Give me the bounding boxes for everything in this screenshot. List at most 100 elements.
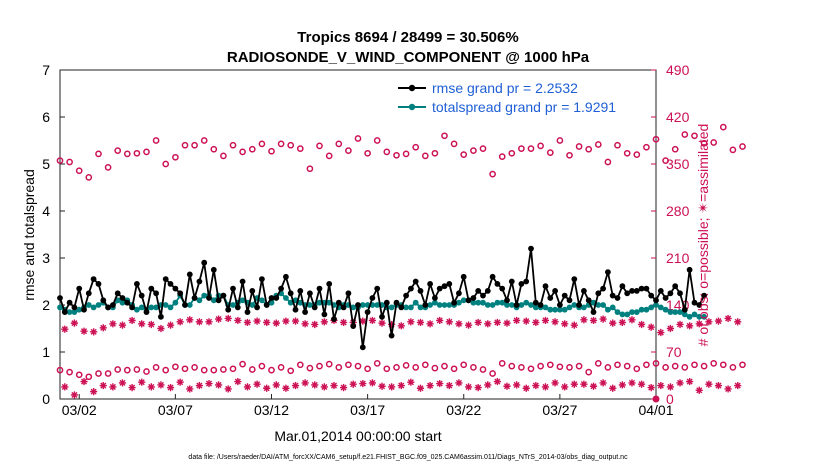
assimilated-obs-marker <box>388 383 396 391</box>
rmse-point <box>364 309 371 315</box>
spread-point <box>609 304 616 311</box>
possible-obs-marker <box>479 145 487 152</box>
assimilated-obs-marker <box>580 380 588 388</box>
left-tick-label: 7 <box>42 62 50 78</box>
assimilated-obs-marker <box>686 322 694 330</box>
assimilated-obs-marker <box>397 322 405 330</box>
rmse-point <box>398 304 405 311</box>
possible-obs-marker <box>671 145 679 153</box>
rmse-point <box>369 295 376 301</box>
left-tick-label: 5 <box>42 156 50 172</box>
possible-obs-marker <box>710 360 718 367</box>
rmse-point <box>186 271 193 278</box>
rmse-series <box>57 245 707 351</box>
assimilated-obs-marker <box>128 316 136 325</box>
spread-point <box>657 304 664 311</box>
rmse-point <box>648 292 655 299</box>
rmse-point <box>547 295 554 301</box>
rmse-point <box>643 285 650 292</box>
assimilated-obs-marker <box>474 383 482 392</box>
assimilated-obs-marker <box>311 320 319 329</box>
spread-point <box>201 292 208 299</box>
x-tick-label: 03/22 <box>446 402 481 418</box>
assimilated-obs-marker <box>291 381 300 390</box>
spread-point <box>436 302 443 308</box>
assimilated-obs-marker <box>570 321 578 329</box>
spread-point <box>475 299 482 306</box>
possible-obs-marker <box>643 361 650 369</box>
possible-obs-marker <box>104 164 112 171</box>
possible-obs-marker <box>104 370 112 377</box>
rmse-point <box>513 302 520 308</box>
possible-obs-marker <box>537 362 544 370</box>
possible-obs-marker <box>556 363 564 371</box>
possible-obs-marker <box>277 140 285 148</box>
assimilated-obs-marker <box>436 316 444 325</box>
spread-point <box>508 302 515 308</box>
possible-obs-marker <box>287 141 295 149</box>
rmse-point <box>307 290 313 297</box>
assimilated-obs-marker <box>657 381 665 390</box>
spread-point <box>196 297 203 304</box>
possible-obs-marker <box>143 368 150 375</box>
possible-obs-marker <box>441 132 448 140</box>
assimilated-obs-marker <box>359 379 367 388</box>
assimilated-obs-marker <box>541 316 550 325</box>
possible-obs-marker <box>585 368 593 376</box>
possible-obs-marker <box>248 145 256 153</box>
x-tick-label: 03/27 <box>542 402 577 418</box>
assimilated-obs-marker <box>186 385 194 393</box>
rmse-point <box>532 299 539 306</box>
rmse-point <box>76 285 83 292</box>
assimilated-obs-marker <box>561 383 569 391</box>
chart-title: Tropics 8694 / 28499 = 30.506% <box>297 29 518 46</box>
possible-obs-marker <box>431 149 439 157</box>
rmse-point <box>239 278 246 285</box>
spread-point <box>662 306 669 313</box>
rmse-point <box>388 332 395 339</box>
possible-obs-marker <box>719 123 727 131</box>
possible-obs-marker <box>691 132 698 140</box>
assimilated-obs-marker <box>186 316 194 324</box>
possible-obs-marker <box>172 363 179 371</box>
assimilated-obs-marker <box>272 381 280 389</box>
assimilated-obs-marker <box>618 318 626 327</box>
possible-obs-marker <box>296 361 304 369</box>
rmse-point <box>576 302 582 308</box>
rmse-point <box>451 299 457 306</box>
assimilated-obs-marker <box>580 316 588 324</box>
possible-obs-marker <box>566 151 573 159</box>
assimilated-obs-marker <box>599 315 607 323</box>
possible-obs-marker <box>470 364 477 371</box>
x-tick-label: 03/17 <box>350 402 385 418</box>
assimilated-obs-marker <box>618 381 626 389</box>
rmse-point <box>85 290 92 297</box>
spread-point <box>388 304 395 311</box>
rmse-point <box>90 276 97 282</box>
rmse-point <box>595 290 602 297</box>
possible-obs-marker <box>229 141 237 149</box>
possible-obs-marker <box>623 149 631 157</box>
spread-point <box>76 306 83 313</box>
possible-obs-marker <box>710 139 718 146</box>
possible-obs-marker <box>85 174 93 181</box>
spread-point <box>71 309 78 315</box>
assimilated-obs-marker <box>253 380 261 388</box>
assimilated-obs-marker <box>80 377 88 386</box>
rmse-point <box>230 285 236 292</box>
possible-obs-marker <box>114 366 122 373</box>
rmse-point <box>234 304 241 311</box>
assimilated-obs-marker <box>272 319 280 327</box>
assimilated-obs-marker <box>676 379 684 387</box>
possible-obs-marker <box>412 143 420 151</box>
rmse-point <box>470 295 477 301</box>
assimilated-obs-marker <box>426 320 434 328</box>
left-axis: 0 1 2 3 4 5 6 7 <box>42 62 65 407</box>
possible-obs-marker <box>85 373 93 381</box>
spread-point <box>600 302 606 308</box>
possible-obs-marker <box>662 364 669 371</box>
rmse-point <box>393 299 400 306</box>
spread-point <box>259 297 265 304</box>
possible-obs-marker <box>287 367 295 375</box>
rmse-point <box>508 278 515 285</box>
